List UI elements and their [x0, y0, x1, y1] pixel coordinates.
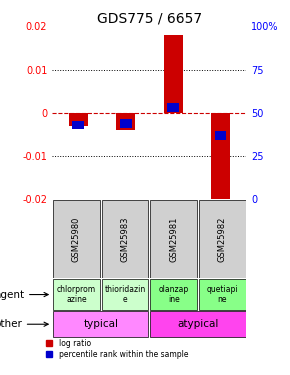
Bar: [150, 312, 246, 337]
Bar: [199, 200, 246, 278]
Title: GDS775 / 6657: GDS775 / 6657: [97, 11, 202, 25]
Text: agent: agent: [0, 290, 48, 300]
Text: atypical: atypical: [177, 319, 219, 329]
Bar: [53, 200, 100, 278]
Bar: [72, 121, 84, 129]
Text: other: other: [0, 319, 48, 329]
Bar: [164, 35, 182, 113]
Bar: [211, 113, 230, 201]
Bar: [116, 113, 135, 130]
Bar: [102, 200, 148, 278]
Bar: [199, 279, 246, 310]
Bar: [53, 312, 148, 337]
Bar: [102, 279, 148, 310]
Bar: [53, 279, 100, 310]
Text: GSM25983: GSM25983: [121, 216, 130, 262]
Text: typical: typical: [83, 319, 118, 329]
Text: chlorprom
azine: chlorprom azine: [57, 285, 96, 304]
Text: GSM25981: GSM25981: [169, 216, 178, 262]
Bar: [120, 119, 132, 128]
Text: thioridazin
e: thioridazin e: [104, 285, 146, 304]
Text: olanzap
ine: olanzap ine: [159, 285, 189, 304]
Text: GSM25980: GSM25980: [72, 216, 81, 262]
Legend: log ratio, percentile rank within the sample: log ratio, percentile rank within the sa…: [46, 339, 188, 359]
Bar: [167, 103, 179, 112]
Text: GSM25982: GSM25982: [218, 216, 227, 262]
Bar: [150, 279, 197, 310]
Bar: [150, 200, 197, 278]
Bar: [69, 113, 88, 126]
Bar: [215, 131, 226, 140]
Text: quetiapi
ne: quetiapi ne: [206, 285, 238, 304]
